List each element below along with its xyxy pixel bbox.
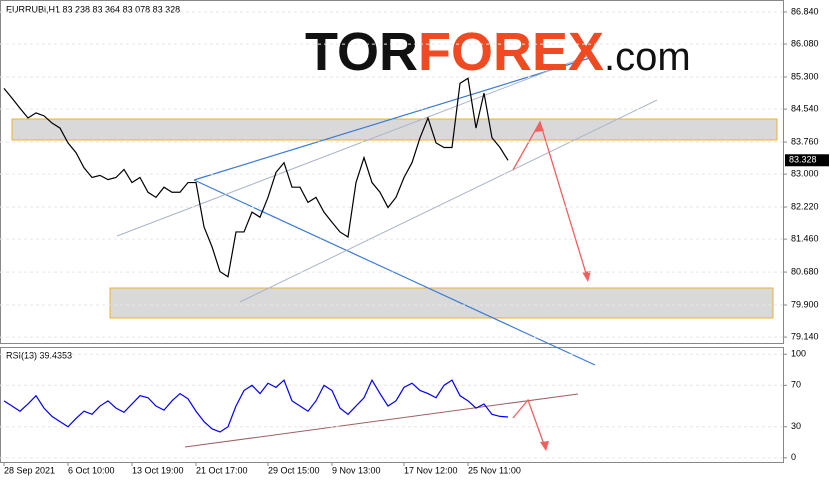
- x-tick-label: 9 Nov 13:00: [332, 465, 381, 475]
- y-tick-label: 83.760: [791, 136, 819, 146]
- logo: TORFOREX.com: [305, 22, 691, 82]
- main-frame: [0, 0, 784, 344]
- arrow-head: [582, 271, 591, 282]
- x-tick-label: 13 Oct 19:00: [132, 465, 184, 475]
- x-tick-label: 25 Nov 11:00: [468, 465, 521, 475]
- trend-line: [193, 179, 596, 366]
- series-line: [3, 77, 509, 278]
- chart-title: EURRUBi,H1 83.238 83.364 83.078 83.328: [6, 4, 180, 14]
- x-tick-label: 29 Oct 15:00: [268, 465, 320, 475]
- y-tick-label: 79.140: [791, 331, 819, 341]
- channel-line: [239, 99, 658, 303]
- last-price-box: [785, 154, 829, 167]
- y-tick-label: 30: [791, 421, 801, 431]
- logo-part: .com: [604, 35, 691, 79]
- y-tick-label: 84.540: [791, 103, 819, 113]
- logo-part: FOREX: [418, 22, 604, 82]
- forecast-arrow: [512, 120, 589, 281]
- y-tick-label: 81.460: [791, 234, 819, 244]
- y-tick-label: 0: [791, 452, 796, 462]
- y-tick-label: 82.220: [791, 201, 819, 211]
- arrow-head: [535, 122, 544, 132]
- channel-line: [116, 54, 591, 237]
- x-tick-label: 28 Sep 2021: [4, 465, 55, 475]
- x-tick-label: 6 Oct 10:00: [68, 465, 115, 475]
- logo-part: TOR: [305, 22, 418, 82]
- x-tick-label: 21 Oct 17:00: [196, 465, 248, 475]
- last-price-label: 83.328: [789, 155, 817, 165]
- arrow-head: [540, 441, 549, 451]
- y-tick-label: 85.300: [791, 71, 819, 81]
- trend-line: [193, 57, 591, 181]
- support-zone: [109, 287, 774, 319]
- series-line: [3, 378, 509, 433]
- y-tick-label: 100: [791, 349, 806, 359]
- rsi-forecast-arrow: [512, 398, 547, 451]
- y-tick-label: 86.840: [791, 6, 819, 16]
- y-tick-label: 83.000: [791, 168, 819, 178]
- y-tick-label: 79.900: [791, 299, 819, 309]
- rsi-trend-line: [184, 393, 579, 448]
- rsi-frame: [0, 347, 784, 463]
- y-tick-label: 80.680: [791, 266, 819, 276]
- chart-title: RSI(13) 39.4353: [6, 350, 72, 360]
- y-tick-label: 86.080: [791, 38, 819, 48]
- x-tick-label: 17 Nov 12:00: [404, 465, 458, 475]
- y-tick-label: 70: [791, 380, 801, 390]
